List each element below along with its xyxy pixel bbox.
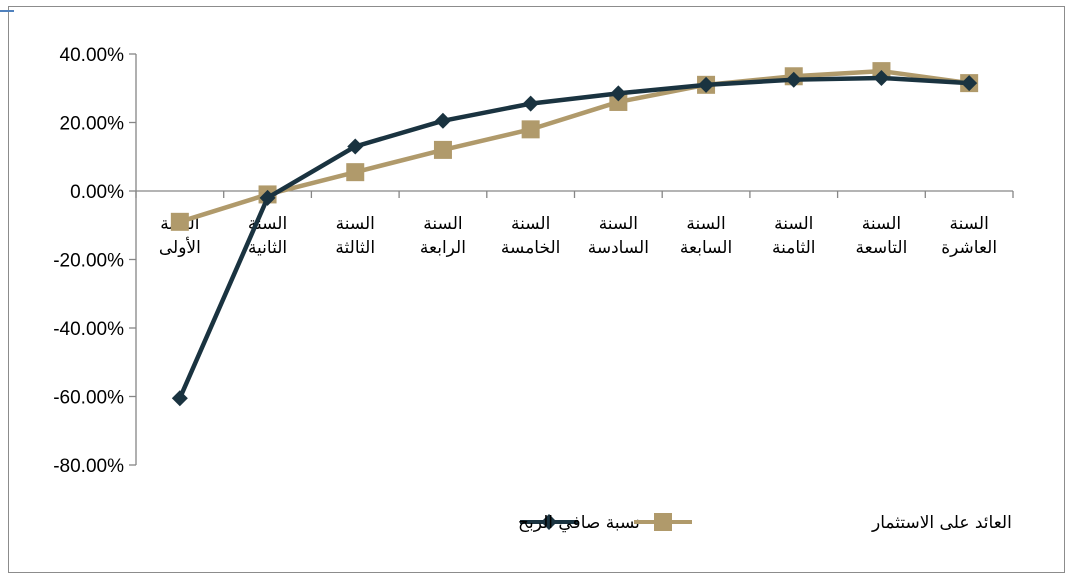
x-category-label: السنة الرابعة [420,214,466,258]
series-line [179,68,970,224]
data-point-square [433,140,452,159]
y-tick-label: -60.00% [53,388,124,409]
x-category-label: السنة التاسعة [856,214,908,258]
series-roi [170,62,979,231]
series-line [177,75,970,400]
data-point-diamond [785,71,802,88]
x-category-label: السنة الثامنة [772,214,816,258]
y-tick-label: -80.00% [53,456,124,477]
data-point-diamond [347,138,364,155]
y-tick-label: 40.00% [60,45,125,66]
chart-frame [8,6,1065,573]
data-point-diamond [259,189,276,206]
y-tick-label: 0.00% [70,182,124,203]
legend: نسبة صافي الربح العائد على الاستثمار [518,513,1012,533]
data-point-square [170,212,189,231]
x-category-label: السنة العاشرة [941,214,997,258]
data-point-square [346,163,365,182]
x-category-label: السنة الخامسة [501,214,560,258]
x-category-label: السنة الثالثة [335,214,375,258]
data-point-square [609,92,628,111]
x-category-label: السنة السابعة [680,214,732,258]
y-tick-label: -20.00% [53,251,124,272]
data-point-diamond [698,76,715,93]
x-category-label: السنة السادسة [588,214,649,258]
y-tick-label: -40.00% [53,319,124,340]
x-category-label: السنة الثانية [248,214,287,258]
data-point-diamond [434,112,451,129]
data-point-diamond [171,390,188,407]
data-point-diamond [961,75,978,92]
data-point-diamond [522,95,539,112]
y-axis: 40.00% 20.00% 0.00% -20.00% -40.00% -60.00% -8… [53,45,137,477]
data-point-square [521,120,540,139]
series-net-profit [171,69,978,407]
series-layer [170,62,979,407]
corner-mark [0,10,14,12]
legend-marker-roi [654,513,672,531]
data-point-diamond [610,85,627,102]
y-tick-label: 20.00% [60,114,125,135]
legend-label-net-profit: نسبة صافي الربح [518,513,640,533]
legend-label-roi: العائد على الاستثمار [871,513,1012,533]
legend-marker-net-profit [541,514,557,530]
data-point-diamond [873,69,890,86]
legend-entry-net-profit: نسبة صافي الربح [518,513,640,533]
legend-entry-roi: العائد على الاستثمار [634,513,1012,533]
